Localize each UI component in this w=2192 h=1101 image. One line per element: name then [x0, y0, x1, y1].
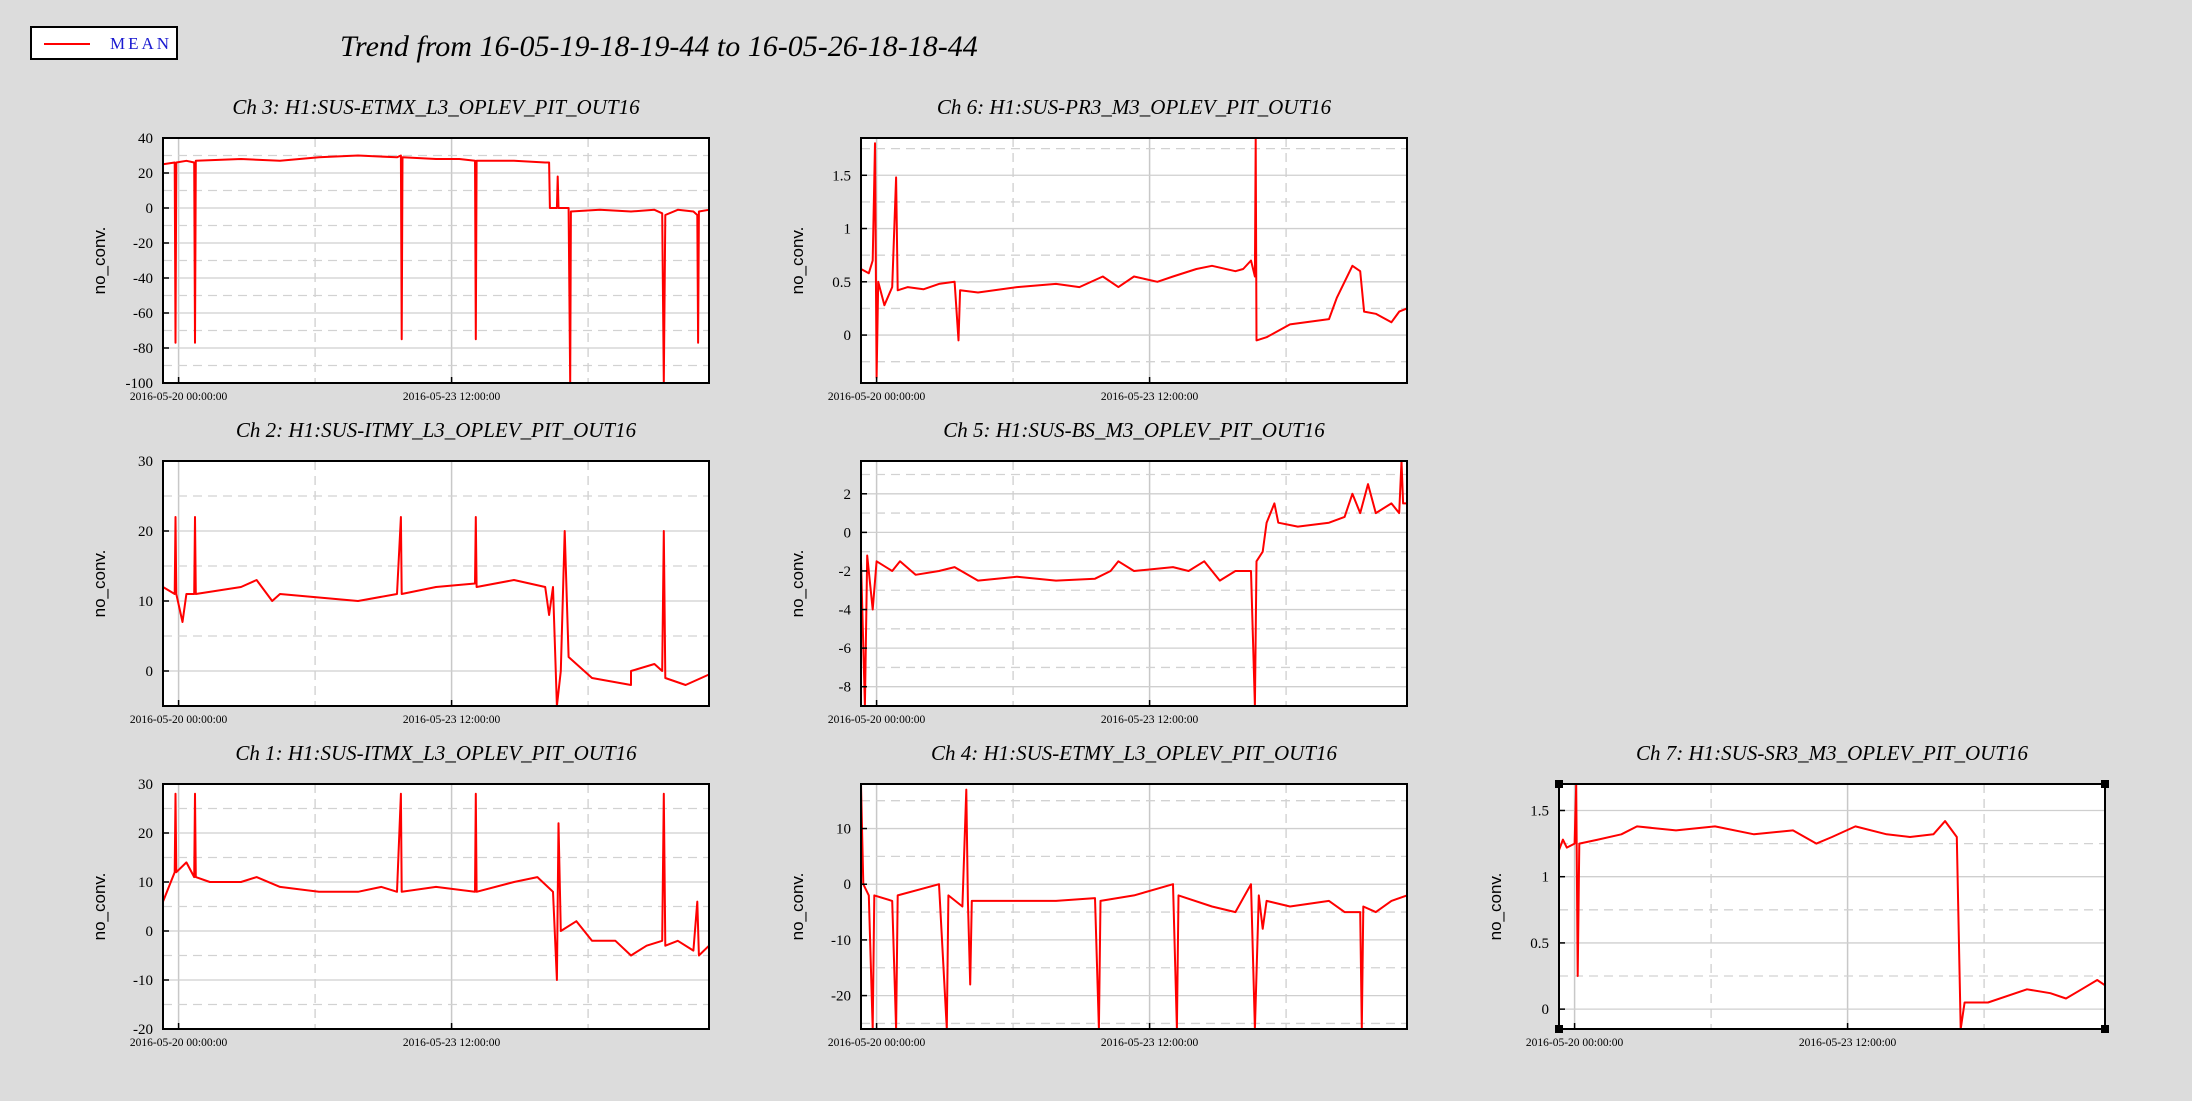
legend-label: MEAN: [110, 34, 173, 53]
plot-frame: [162, 460, 710, 707]
plot-frame: [860, 137, 1408, 384]
y-axis-label: no_conv.: [1486, 873, 1505, 941]
y-tick-label: -80: [133, 341, 153, 357]
y-tick-label: 1.5: [1530, 803, 1549, 819]
chart-title: Ch 5: H1:SUS-BS_M3_OPLEV_PIT_OUT16: [943, 418, 1325, 442]
chart-title: Ch 1: H1:SUS-ITMX_L3_OPLEV_PIT_OUT16: [235, 741, 637, 765]
plot-frame: [162, 137, 710, 384]
y-tick-label: 0: [146, 924, 154, 940]
x-tick-label: 2016-05-20 00:00:00: [828, 391, 926, 403]
chart-title: Ch 7: H1:SUS-SR3_M3_OPLEV_PIT_OUT16: [1636, 741, 2028, 765]
y-tick-label: 30: [138, 777, 153, 793]
chart-ch6: Ch 6: H1:SUS-PR3_M3_OPLEV_PIT_OUT16 1.5 1 0…: [788, 95, 1408, 403]
y-tick-label: 1.5: [832, 168, 851, 184]
y-tick-label: 0.5: [832, 275, 851, 291]
plot-frame: [860, 783, 1408, 1030]
legend: MEAN: [30, 26, 178, 60]
chart-ch2: Ch 2: H1:SUS-ITMY_L3_OPLEV_PIT_OUT16 30 20…: [90, 418, 710, 726]
resize-handle[interactable]: [2101, 1025, 2109, 1033]
resize-handle[interactable]: [1555, 780, 1563, 788]
chart-ch7: Ch 7: H1:SUS-SR3_M3_OPLEV_PIT_OUT16 1.5 1 0…: [1486, 741, 2109, 1049]
mean-series-line: [860, 137, 1408, 379]
x-tick-label: 2016-05-23 12:00:00: [403, 391, 501, 403]
y-axis-label: no_conv.: [788, 873, 807, 941]
chart-title: Ch 4: H1:SUS-ETMY_L3_OPLEV_PIT_OUT16: [931, 741, 1338, 765]
x-tick-label: 2016-05-20 00:00:00: [130, 1037, 228, 1049]
y-tick-label: 0: [844, 525, 852, 541]
y-tick-label: 2: [844, 487, 852, 503]
resize-handle[interactable]: [2101, 780, 2109, 788]
y-tick-label: 20: [138, 826, 153, 842]
y-tick-label: 0: [844, 877, 852, 893]
y-tick-label: 0: [1542, 1002, 1550, 1018]
plot-frame: [860, 460, 1408, 707]
y-tick-label: 20: [138, 166, 153, 182]
x-tick-label: 2016-05-23 12:00:00: [1101, 1037, 1199, 1049]
plot-frame: [162, 783, 710, 1030]
y-tick-label: -100: [126, 376, 154, 392]
chart-title: Ch 2: H1:SUS-ITMY_L3_OPLEV_PIT_OUT16: [236, 418, 637, 442]
x-tick-label: 2016-05-20 00:00:00: [130, 391, 228, 403]
plot-area: [861, 461, 1407, 706]
x-tick-label: 2016-05-23 12:00:00: [1101, 714, 1199, 726]
x-tick-label: 2016-05-23 12:00:00: [1799, 1037, 1897, 1049]
chart-title: Ch 6: H1:SUS-PR3_M3_OPLEV_PIT_OUT16: [937, 95, 1332, 119]
y-axis-label: no_conv.: [90, 227, 109, 295]
y-tick-label: 20: [138, 524, 153, 540]
x-tick-label: 2016-05-20 00:00:00: [828, 714, 926, 726]
mean-series-line: [860, 460, 1407, 707]
mean-series-line: [860, 783, 1408, 1030]
y-tick-label: 10: [836, 822, 851, 838]
y-tick-label: 10: [138, 875, 153, 891]
y-tick-label: -20: [133, 236, 153, 252]
y-tick-label: 0: [146, 664, 154, 680]
x-tick-label: 2016-05-20 00:00:00: [130, 714, 228, 726]
y-axis-label: no_conv.: [90, 550, 109, 618]
y-tick-label: -20: [133, 1022, 153, 1038]
plot-area: [861, 138, 1407, 383]
chart-ch4: Ch 4: H1:SUS-ETMY_L3_OPLEV_PIT_OUT16 10 0 -…: [788, 741, 1408, 1049]
y-axis-label: no_conv.: [90, 873, 109, 941]
legend-swatch: [44, 43, 90, 45]
main-title: Trend from 16-05-19-18-19-44 to 16-05-26…: [340, 30, 978, 63]
y-tick-label: -4: [839, 603, 852, 619]
x-tick-label: 2016-05-20 00:00:00: [828, 1037, 926, 1049]
y-tick-label: 40: [138, 131, 153, 147]
y-axis-label: no_conv.: [788, 550, 807, 618]
plot-area: [163, 461, 709, 706]
y-tick-label: -60: [133, 306, 153, 322]
y-tick-label: -40: [133, 271, 153, 287]
chart-ch3: Ch 3: H1:SUS-ETMX_L3_OPLEV_PIT_OUT16 40 20…: [90, 95, 710, 403]
x-tick-label: 2016-05-23 12:00:00: [403, 714, 501, 726]
chart-ch5: Ch 5: H1:SUS-BS_M3_OPLEV_PIT_OUT16 2 0 -2 -4…: [788, 418, 1408, 726]
y-tick-label: 10: [138, 594, 153, 610]
y-tick-label: -10: [831, 933, 851, 949]
y-tick-label: 1: [1542, 870, 1550, 886]
mean-series-line: [162, 792, 710, 981]
y-tick-label: -6: [839, 641, 852, 657]
mean-series-line: [162, 516, 710, 707]
x-tick-label: 2016-05-23 12:00:00: [1101, 391, 1199, 403]
y-tick-label: -2: [839, 564, 852, 580]
mean-series-line: [1558, 783, 2106, 1030]
plot-area: [861, 784, 1407, 1029]
chart-ch1: Ch 1: H1:SUS-ITMX_L3_OPLEV_PIT_OUT16 30 20…: [90, 741, 710, 1049]
y-tick-label: 30: [138, 454, 153, 470]
y-tick-label: -8: [839, 680, 852, 696]
y-tick-label: 1: [844, 222, 852, 238]
plot-area: [1559, 784, 2105, 1029]
y-tick-label: 0.5: [1530, 936, 1549, 952]
chart-title: Ch 3: H1:SUS-ETMX_L3_OPLEV_PIT_OUT16: [232, 95, 640, 119]
y-tick-label: -20: [831, 989, 851, 1005]
y-tick-label: 0: [844, 328, 852, 344]
plot-frame[interactable]: [1558, 783, 2106, 1030]
y-axis-label: no_conv.: [788, 227, 807, 295]
x-tick-label: 2016-05-23 12:00:00: [403, 1037, 501, 1049]
resize-handle[interactable]: [1555, 1025, 1563, 1033]
y-tick-label: -10: [133, 973, 153, 989]
y-tick-label: 0: [146, 201, 154, 217]
x-tick-label: 2016-05-20 00:00:00: [1526, 1037, 1624, 1049]
